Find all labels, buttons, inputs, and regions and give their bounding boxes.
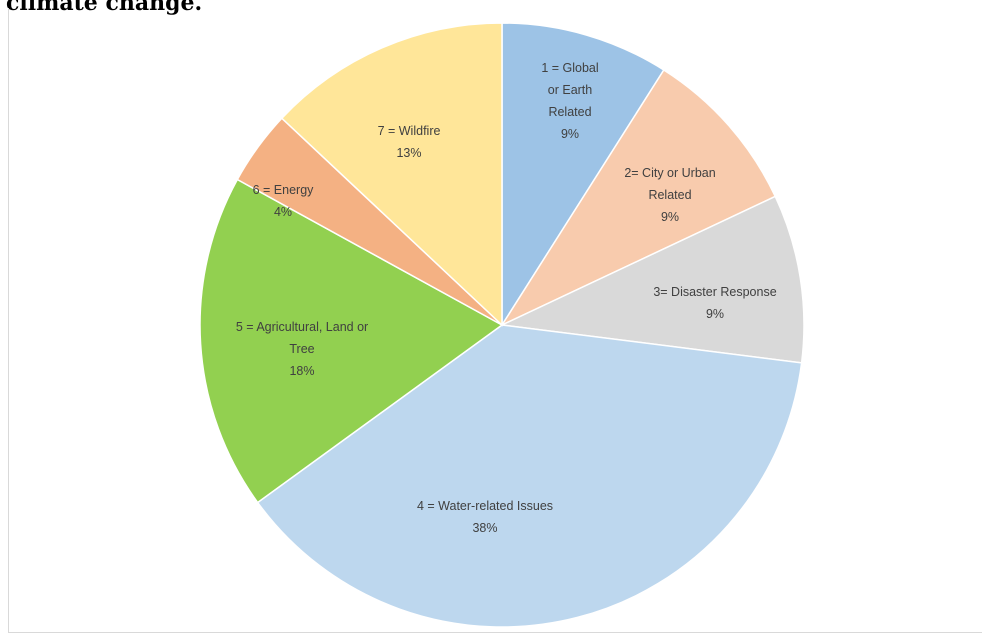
pie-slice-4 [256, 324, 803, 628]
slice-percent-label: 9% [561, 127, 579, 141]
slice-category-label: Related [648, 188, 691, 202]
slice-label-5: 5 = Agricultural, Land or Tree 18% [236, 320, 368, 378]
slice-category-label: 4 = Water-related Issues [417, 499, 553, 513]
slice-percent-label: 18% [289, 364, 314, 378]
slice-label-1: 1 = Global or Earth Related 9% [541, 61, 598, 141]
slice-label-3: 3= Disaster Response 9% [653, 285, 776, 321]
slice-category-label: 2= City or Urban [624, 166, 715, 180]
chart-frame [8, 8, 982, 633]
slice-percent-label: 4% [274, 205, 292, 219]
slice-category-label: Tree [289, 342, 314, 356]
slice-label-7: 7 = Wildfire 13% [378, 124, 441, 160]
pie-slice-7 [280, 22, 503, 327]
slice-percent-label: 9% [706, 307, 724, 321]
slice-category-label: 1 = Global [541, 61, 598, 75]
slice-category-label: 5 = Agricultural, Land or [236, 320, 368, 334]
slice-category-label: 7 = Wildfire [378, 124, 441, 138]
pie-slice-3 [499, 195, 805, 364]
pie-slice-5 [199, 178, 504, 504]
slice-category-label: 3= Disaster Response [653, 285, 776, 299]
slice-category-label: or Earth [548, 83, 593, 97]
slice-label-4: 4 = Water-related Issues 38% [417, 499, 553, 535]
page-caption: climate change. [6, 0, 203, 16]
pie-labels: 1 = Global or Earth Related 9%2= City or Ur… [236, 61, 777, 535]
slice-percent-label: 9% [661, 210, 679, 224]
slice-percent-label: 38% [472, 521, 497, 535]
pie-slice-2 [499, 68, 777, 327]
slice-label-6: 6 = Energy 4% [253, 183, 315, 219]
slice-category-label: Related [548, 105, 591, 119]
slice-label-2: 2= City or Urban Related 9% [624, 166, 715, 224]
pie-slice-1 [501, 22, 665, 328]
slice-percent-label: 13% [396, 146, 421, 160]
slice-category-label: 6 = Energy [253, 183, 315, 197]
pie-slices [199, 22, 805, 628]
